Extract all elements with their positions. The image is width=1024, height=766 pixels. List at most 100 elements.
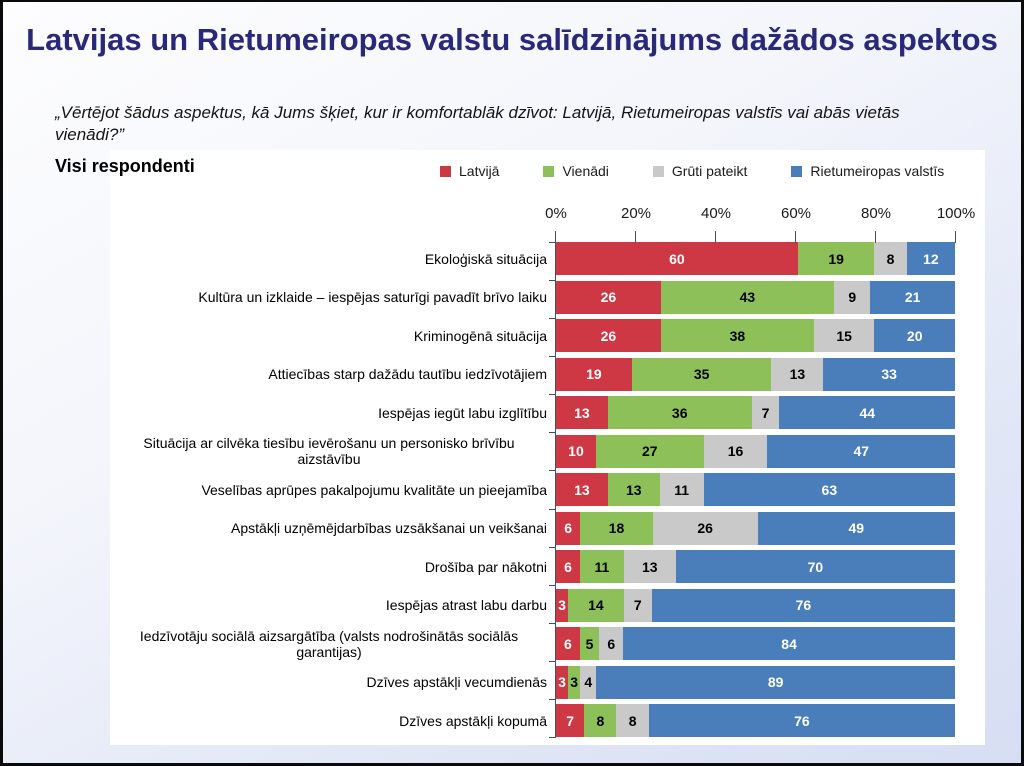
- bar-value-label: 19: [828, 250, 844, 267]
- bar-value-label: 12: [923, 250, 939, 267]
- category-axis-tick: [549, 737, 556, 738]
- category-axis-tick: [549, 623, 556, 624]
- category-row: Drošība par nākotni: [111, 550, 547, 583]
- bar-segment-gruti-pateikt: 13: [623, 550, 676, 583]
- bar-segment-gruti-pateikt: 16: [703, 434, 768, 468]
- category-row: Iespējas atrast labu darbu: [111, 589, 547, 622]
- category-row: Iespējas iegūt labu izglītību: [111, 396, 547, 429]
- category-row: Dzīves apstākļi kopumā: [111, 704, 547, 737]
- legend-item-vienadi: Vienādi: [543, 163, 609, 179]
- bar-segment-latvija: 6: [556, 627, 580, 660]
- bar-segment-latvija: 26: [556, 319, 661, 352]
- bar-value-label: 10: [568, 443, 584, 459]
- category-label: Drošība par nākotni: [424, 558, 547, 575]
- legend-label: Rietumeiropas valstīs: [810, 163, 945, 179]
- bar-value-label: 84: [781, 635, 797, 652]
- bar-value-label: 70: [807, 558, 824, 575]
- bar-segment-rietumeiropas-valstis: 33: [823, 357, 956, 391]
- x-axis-tick-label: 20%: [620, 205, 652, 222]
- bar-value-label: 6: [563, 635, 572, 652]
- bar-value-label: 43: [739, 289, 756, 305]
- bar-value-label: 13: [626, 481, 642, 498]
- bar-value-label: 89: [767, 674, 784, 690]
- category-row: Kriminogēnā situācija: [111, 319, 547, 352]
- legend-item-gruti-pateikt: Grūti pateikt: [652, 163, 747, 179]
- bar-segment-vienadi: 36: [607, 396, 752, 429]
- bar-value-label: 13: [574, 481, 590, 498]
- bar-value-label: 3: [570, 674, 579, 690]
- bar-row: 60 19 8 12: [556, 242, 955, 275]
- category-row: Dzīves apstākļi vecumdienās: [111, 666, 547, 699]
- category-axis-tick: [549, 699, 556, 700]
- category-axis-tick: [549, 470, 556, 471]
- category-axis-tick: [549, 280, 556, 281]
- bar-segment-gruti-pateikt: 6: [599, 627, 624, 660]
- category-axis-tick: [549, 585, 556, 586]
- bar-row: 6 5 6 84: [556, 627, 955, 660]
- category-axis-line: [555, 242, 556, 737]
- bar-value-label: 8: [628, 712, 637, 729]
- bar-segment-rietumeiropas-valstis: 84: [623, 627, 955, 660]
- category-row: Situācija ar cilvēka tiesību ievērošanu …: [111, 435, 547, 468]
- bar-segment-latvija: 10: [556, 434, 596, 468]
- bar-value-label: 26: [600, 327, 617, 344]
- bar-segment-vienadi: 8: [584, 704, 617, 737]
- legend-label: Latvijā: [459, 163, 500, 179]
- bar-segment-gruti-pateikt: 15: [813, 319, 875, 352]
- legend-swatch-icon: [652, 165, 664, 177]
- category-label: Dzīves apstākļi kopumā: [399, 712, 547, 729]
- bar-value-label: 11: [674, 481, 690, 498]
- bar-value-label: 7: [633, 597, 642, 613]
- bar-row: 26 43 9 21: [556, 280, 955, 314]
- bar-value-label: 3: [558, 674, 566, 690]
- bar-value-label: 21: [904, 289, 921, 305]
- survey-question: „Vērtējot šādus aspektus, kā Jums šķiet,…: [55, 103, 900, 145]
- x-axis-tick: [795, 231, 796, 243]
- bar-value-label: 11: [594, 558, 610, 575]
- bar-value-label: 26: [600, 289, 617, 305]
- category-label: Kriminogēnā situācija: [413, 327, 547, 344]
- bar-value-label: 20: [906, 327, 923, 344]
- category-label: Iedzīvotāju sociālā aizsargātība (valsts…: [139, 627, 519, 660]
- bar-segment-vienadi: 5: [579, 627, 600, 660]
- bar-value-label: 76: [795, 597, 812, 613]
- category-axis-tick: [549, 432, 556, 433]
- legend-item-rietumeiropas-valstis: Rietumeiropas valstīs: [791, 163, 944, 179]
- legend-swatch-icon: [440, 165, 451, 177]
- audience-label: Visi respondenti: [55, 156, 195, 176]
- category-row: Attiecības starp dažādu tautību iedzīvot…: [111, 358, 547, 391]
- bar-row: 6 18 26 49: [556, 511, 955, 545]
- bar-row: 3 3 4 89: [556, 665, 956, 699]
- page-title: Latvijas un Rietumeiropas valstu salīdzi…: [26, 22, 998, 57]
- bar-segment-rietumeiropas-valstis: 49: [757, 511, 955, 545]
- bar-segment-gruti-pateikt: 8: [616, 704, 649, 737]
- bar-value-label: 15: [836, 327, 852, 344]
- bar-segment-latvija: 6: [556, 511, 581, 545]
- x-axis-tick: [635, 231, 636, 243]
- bar-value-label: 7: [761, 404, 770, 421]
- x-axis: 0% 20% 40% 60% 80% 100%: [3, 205, 1021, 225]
- bar-value-label: 60: [669, 250, 685, 267]
- bar-value-label: 4: [584, 674, 593, 690]
- bar-segment-rietumeiropas-valstis: 20: [874, 319, 955, 352]
- bar-value-label: 27: [641, 443, 658, 459]
- bar-segment-vienadi: 14: [567, 588, 624, 622]
- category-labels: Ekoloģiskā situācija Kultūra un izklaide …: [111, 242, 556, 737]
- legend-swatch-icon: [791, 165, 803, 177]
- category-row: Ekoloģiskā situācija: [111, 242, 547, 275]
- bar-segment-latvija: 26: [556, 280, 661, 314]
- bar-segment-vienadi: 11: [579, 550, 624, 583]
- bar-value-label: 49: [848, 520, 865, 536]
- bar-row: 13 13 11 63: [556, 473, 956, 506]
- category-axis-tick: [549, 394, 556, 395]
- bar-segment-vienadi: 18: [580, 511, 653, 545]
- bar-segment-gruti-pateikt: 7: [623, 588, 652, 622]
- category-label: Kultūra un izklaide – iespējas saturīgi …: [198, 289, 547, 305]
- bar-row: 7 8 8 76: [556, 704, 956, 737]
- bar-value-label: 35: [693, 366, 710, 382]
- bar-value-label: 38: [729, 327, 746, 344]
- bar-segment-rietumeiropas-valstis: 63: [703, 473, 956, 506]
- bar-segment-vienadi: 3: [568, 665, 581, 699]
- bar-segment-gruti-pateikt: 9: [834, 280, 871, 314]
- category-label: Attiecības starp dažādu tautību iedzīvot…: [268, 366, 547, 382]
